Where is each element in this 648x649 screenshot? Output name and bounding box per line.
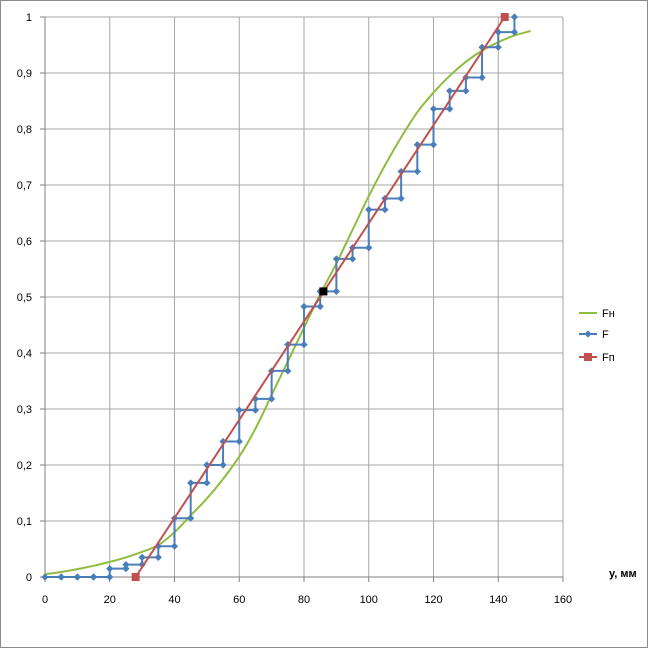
data-point (131, 573, 140, 581)
legend-swatch-marker (584, 353, 592, 361)
y-tick-label: 0,4 (17, 348, 32, 360)
median-point (319, 287, 328, 296)
grid (44, 16, 564, 578)
data-point (170, 542, 179, 550)
x-tick-label: 100 (360, 594, 378, 606)
data-point (122, 561, 130, 569)
x-tick-label: 120 (424, 594, 442, 606)
data-point (478, 73, 486, 82)
x-tick-label: 40 (168, 594, 180, 606)
data-point (332, 287, 340, 295)
data-point (510, 13, 519, 21)
data-point (235, 437, 243, 446)
data-point (251, 395, 260, 403)
data-point (365, 206, 373, 214)
data-point (106, 573, 114, 581)
data-point (300, 341, 308, 349)
data-point (73, 573, 81, 581)
x-tick-label: 20 (104, 594, 116, 606)
x-tick-label: 60 (233, 594, 245, 606)
data-point (413, 167, 421, 176)
data-point (500, 13, 509, 21)
data-point (348, 255, 357, 263)
data-point (251, 406, 260, 414)
x-tick-label: 140 (489, 594, 507, 606)
data-point (154, 542, 162, 550)
data-point (462, 87, 470, 95)
data-point (187, 479, 195, 487)
data-point (429, 105, 438, 113)
series-line (134, 16, 506, 578)
y-tick-label: 0,3 (17, 404, 32, 416)
x-tick-label: 160 (554, 594, 572, 606)
data-point (41, 573, 49, 581)
data-point (106, 565, 114, 573)
data-point (235, 406, 243, 414)
series-3 (131, 13, 509, 581)
data-point (397, 194, 405, 203)
data-point (332, 255, 340, 263)
y-tick-label: 0,1 (17, 516, 32, 528)
legend: Fн F Fп (579, 308, 615, 364)
y-tick-label: 1 (26, 12, 32, 24)
y-tick-label: 0,7 (17, 180, 32, 192)
data-point (89, 573, 98, 581)
data-point (510, 28, 519, 36)
data-point (494, 43, 502, 51)
data-point (154, 553, 162, 561)
data-point (381, 206, 389, 214)
data-point (57, 573, 65, 581)
legend-swatch-marker (584, 330, 592, 338)
series-layer (41, 13, 531, 581)
data-point (187, 514, 195, 522)
data-point (284, 367, 292, 375)
y-tick-label: 0 (26, 572, 32, 584)
legend-item-2: F (579, 329, 609, 341)
data-point (446, 105, 454, 113)
data-point (203, 479, 211, 487)
legend-label: Fн (602, 308, 615, 320)
data-point (219, 461, 227, 469)
x-axis-title: y, мм (609, 568, 637, 580)
data-point (365, 244, 373, 252)
data-point (268, 395, 276, 403)
axes (40, 16, 564, 582)
y-tick-label: 0,8 (17, 124, 32, 136)
data-point (300, 302, 308, 311)
data-point (138, 553, 146, 561)
series-1 (44, 30, 531, 576)
y-tick-label: 0,2 (17, 460, 32, 472)
x-tick-label: 0 (42, 594, 48, 606)
data-point (122, 565, 130, 573)
y-tick-label: 0,5 (17, 292, 32, 304)
data-point (446, 87, 454, 95)
data-point (316, 302, 324, 311)
legend-item-3: Fп (579, 352, 615, 364)
legend-item-1: Fн (579, 308, 615, 320)
y-tick-label: 0,6 (17, 236, 32, 248)
x-tick-label: 80 (298, 594, 310, 606)
labels: 0 20 40 60 80 100 120 140 160 0 0,1 0,2 0,3 0,4 0,5 0,6… (17, 12, 572, 606)
data-point (429, 141, 438, 149)
y-tick-label: 0,9 (17, 68, 32, 80)
legend-label: F (602, 329, 609, 341)
series-line (44, 30, 531, 576)
legend-label: Fп (602, 352, 615, 364)
